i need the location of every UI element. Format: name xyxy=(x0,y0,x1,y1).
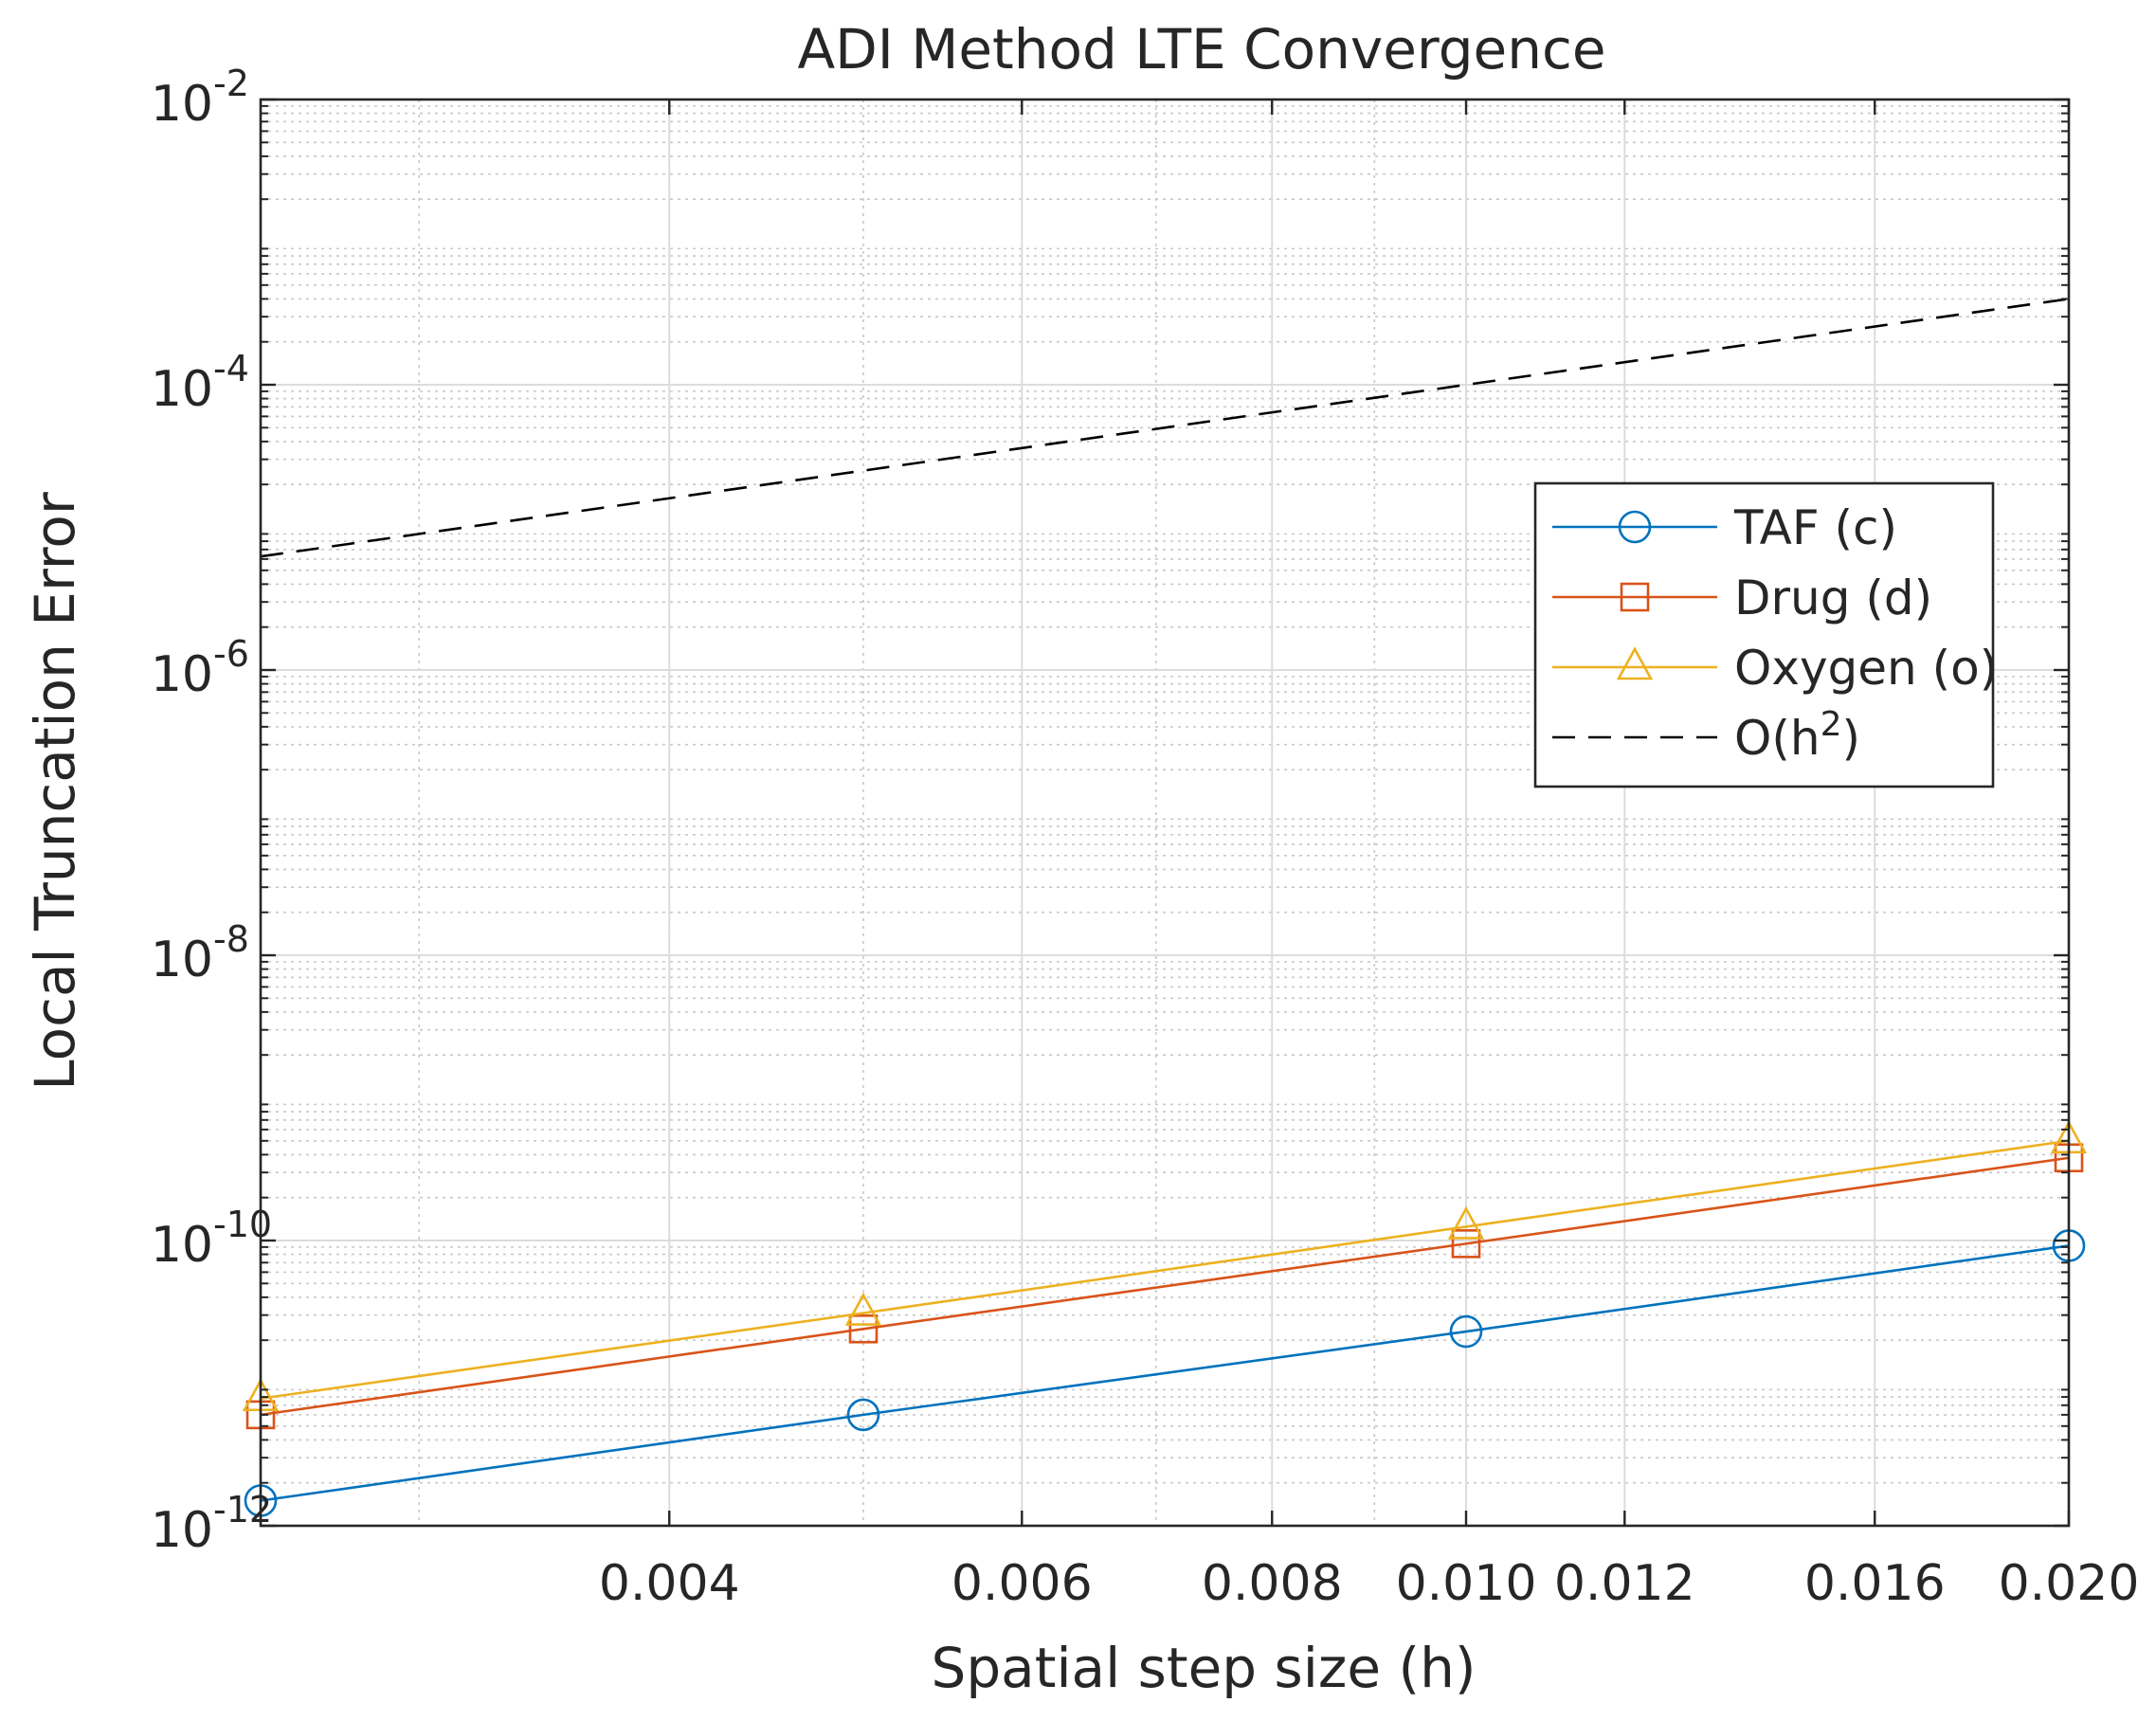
data-point-square xyxy=(1451,1229,1481,1259)
series-line xyxy=(260,298,2070,558)
legend-label: Drug (d) xyxy=(1734,571,1932,625)
y-tick-exponent: -10 xyxy=(213,1204,272,1245)
x-tick-label: 0.020 xyxy=(1999,1555,2140,1612)
legend-entry-2: Oxygen (o) xyxy=(1552,641,1998,696)
y-axis-label: Local Truncation Error xyxy=(23,492,87,1091)
data-point-circle xyxy=(1449,1314,1483,1349)
data-point-triangle xyxy=(1616,646,1654,680)
series-group xyxy=(242,298,2088,1517)
data-point-circle xyxy=(846,1398,880,1432)
series-line xyxy=(260,1139,2070,1401)
legend-entry-3: O(h2) xyxy=(1552,705,1860,766)
chart-title: ADI Method LTE Convergence xyxy=(797,17,1605,82)
y-tick-exponent: -12 xyxy=(213,1489,272,1531)
labels: ADI Method LTE Convergence Spatial step … xyxy=(23,17,1606,1700)
series-3 xyxy=(260,298,2070,558)
x-tick-label: 0.008 xyxy=(1202,1555,1343,1612)
x-tick-label: 0.016 xyxy=(1804,1555,1946,1612)
axes-box xyxy=(259,98,2071,1528)
series-line xyxy=(260,1244,2070,1502)
series-2 xyxy=(242,1120,2088,1412)
series-line xyxy=(260,1156,2070,1417)
data-point-triangle xyxy=(844,1292,882,1326)
grid xyxy=(261,99,2070,1527)
x-tick-label: 0.010 xyxy=(1396,1555,1537,1612)
legend-box xyxy=(1533,481,1995,788)
legend-label: O(h2) xyxy=(1734,705,1860,766)
y-tick-exponent: -8 xyxy=(213,918,249,960)
legend-entry-0: TAF (c) xyxy=(1552,500,1897,555)
y-tick-exponent: -6 xyxy=(213,633,249,675)
x-axis-label: Spatial step size (h) xyxy=(932,1636,1477,1700)
legend-label: TAF (c) xyxy=(1733,500,1897,555)
y-tick-label: 10 xyxy=(151,1502,213,1559)
y-tick-label: 10 xyxy=(151,646,213,703)
y-tick-label: 10 xyxy=(151,76,213,133)
legend-entry-1: Drug (d) xyxy=(1552,571,1932,625)
legend-label: Oxygen (o) xyxy=(1734,641,1998,696)
data-point-square xyxy=(1620,582,1650,612)
y-tick-exponent: -2 xyxy=(213,63,249,104)
data-point-triangle xyxy=(1447,1205,1485,1240)
y-tick-exponent: -4 xyxy=(213,348,249,389)
y-tick-label: 10 xyxy=(151,932,213,988)
data-point-circle xyxy=(1618,510,1652,544)
x-tick-label: 0.004 xyxy=(599,1555,740,1612)
x-tick-label: 0.012 xyxy=(1554,1555,1695,1612)
plot-area xyxy=(261,100,2069,1526)
data-point-square xyxy=(848,1313,879,1344)
x-tick-label: 0.006 xyxy=(951,1555,1093,1612)
y-tick-label: 10 xyxy=(151,361,213,418)
y-tick-label: 10 xyxy=(151,1217,213,1274)
legend: TAF (c) Drug (d) Oxygen (o) O(h2) xyxy=(1533,481,1998,788)
